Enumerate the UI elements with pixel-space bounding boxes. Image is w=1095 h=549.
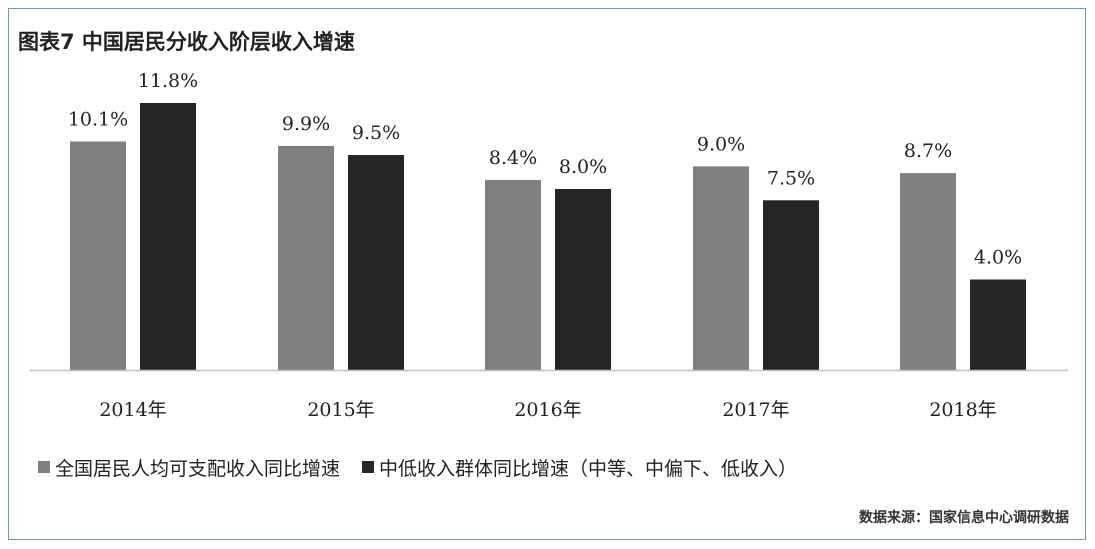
- data-label-1-1: 10.1%: [68, 108, 128, 130]
- bar-2-2: [348, 155, 404, 370]
- x-tick-label-2: 2015年: [307, 399, 374, 421]
- legend-item-series-2: 中低收入群体同比增速（中等、中偏下、低收入）: [362, 454, 797, 481]
- data-label-1-5: 8.7%: [904, 140, 952, 162]
- bar-1-5: [900, 173, 956, 370]
- legend-label-series-1: 全国居民人均可支配收入同比增速: [55, 457, 341, 480]
- bar-2-5: [970, 279, 1026, 370]
- bar-1-2: [278, 145, 334, 370]
- source-note: 数据来源：国家信息中心调研数据: [859, 510, 1069, 526]
- bar-chart-plot: 10.1% 11.8% 2014年 9.9% 9.5% 2015年 8.4% 8.0% 2016…: [30, 70, 1068, 421]
- x-tick-label-5: 2018年: [929, 399, 996, 421]
- data-label-1-4: 9.0%: [697, 133, 745, 155]
- bar-1-4: [693, 166, 749, 370]
- legend-item-series-1: 全国居民人均可支配收入同比增速: [38, 454, 340, 481]
- chart-title: 图表7 中国居民分收入阶层收入增速: [18, 30, 355, 54]
- data-label-2-3: 8.0%: [559, 156, 607, 178]
- data-label-1-2: 9.9%: [282, 113, 330, 135]
- chart-legend: 全国居民人均可支配收入同比增速 中低收入群体同比增速（中等、中偏下、低收入）: [38, 450, 819, 484]
- legend-label-series-2: 中低收入群体同比增速（中等、中偏下、低收入）: [379, 457, 798, 480]
- x-tick-label-3: 2016年: [514, 399, 581, 421]
- x-tick-label-4: 2017年: [722, 399, 789, 421]
- legend-swatch-series-1: [38, 461, 50, 473]
- data-label-2-2: 9.5%: [352, 122, 400, 144]
- legend-swatch-series-2: [362, 461, 375, 473]
- x-tick-label-1: 2014年: [99, 399, 166, 421]
- bar-2-3: [555, 188, 611, 370]
- bar-1-3: [485, 179, 541, 370]
- data-label-2-5: 4.0%: [974, 246, 1022, 268]
- bar-1-1: [70, 141, 126, 370]
- data-label-1-3: 8.4%: [489, 147, 537, 169]
- bar-2-4: [763, 200, 819, 370]
- bar-2-1: [140, 103, 196, 370]
- data-label-2-1: 11.8%: [138, 70, 198, 92]
- data-label-2-4: 7.5%: [767, 167, 815, 189]
